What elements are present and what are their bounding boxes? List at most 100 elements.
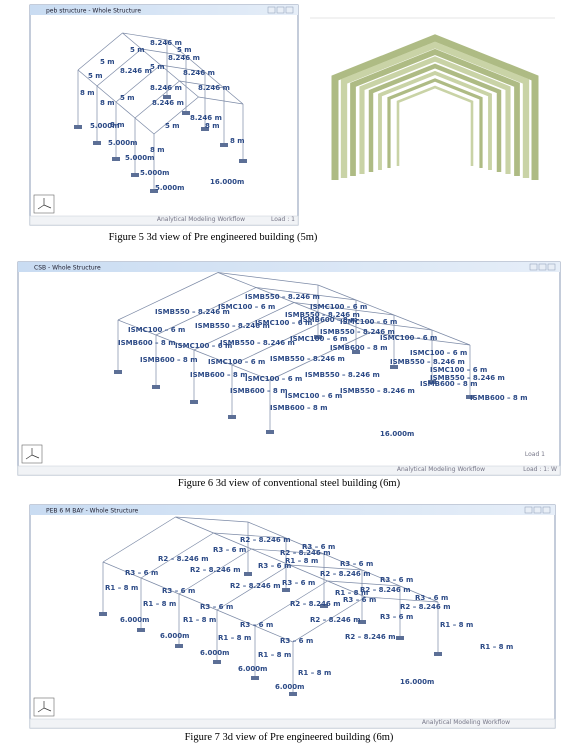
member-label: 8.246 m bbox=[183, 69, 215, 77]
support bbox=[466, 395, 474, 399]
member-label: 5 m bbox=[150, 63, 165, 71]
member bbox=[269, 332, 371, 381]
member-label: ISMB550 – 8.246 m bbox=[270, 355, 345, 363]
status-bar bbox=[17, 465, 561, 476]
window-button bbox=[524, 506, 533, 514]
member bbox=[216, 609, 256, 627]
member bbox=[179, 80, 199, 98]
member bbox=[77, 69, 98, 87]
member-label: 5 m bbox=[165, 122, 180, 130]
member bbox=[122, 32, 142, 50]
member bbox=[198, 96, 244, 105]
member-label: 6.000m bbox=[160, 632, 189, 640]
member-label: 8 m bbox=[80, 89, 95, 97]
window-button bbox=[529, 263, 538, 271]
support bbox=[352, 350, 360, 354]
member-label: 8 m bbox=[230, 137, 245, 145]
axis-glyph bbox=[37, 701, 52, 713]
member-label: R3 – 6 m bbox=[343, 596, 376, 604]
member bbox=[292, 596, 366, 643]
member bbox=[213, 532, 287, 539]
member-label: R2 – 8.246 m bbox=[158, 555, 209, 563]
support bbox=[239, 159, 247, 163]
member-label: R1 – 8 m bbox=[440, 621, 473, 629]
member-label: ISMB600 – 8 m bbox=[140, 356, 198, 364]
member bbox=[254, 580, 328, 627]
member-label: ISMC100 – 6 m bbox=[410, 349, 467, 357]
member bbox=[285, 537, 325, 555]
member-label: R2 – 8.246 m bbox=[240, 536, 291, 544]
support bbox=[150, 189, 158, 193]
support bbox=[358, 620, 366, 624]
member bbox=[160, 64, 180, 82]
member-label: R3 – 6 m bbox=[380, 613, 413, 621]
member-label: ISMB550 – 8.246 m bbox=[155, 308, 230, 316]
member-label: 5.000m bbox=[140, 169, 169, 177]
member-label: 8.246 m bbox=[150, 84, 182, 92]
window bbox=[29, 504, 556, 729]
support bbox=[244, 572, 252, 576]
member bbox=[193, 302, 295, 351]
status-text: Analytical Modeling Workflow bbox=[157, 216, 245, 223]
member bbox=[365, 596, 439, 603]
support bbox=[320, 604, 328, 608]
member-label: 5.000m bbox=[125, 154, 154, 162]
support bbox=[220, 143, 228, 147]
member bbox=[102, 561, 142, 579]
support bbox=[175, 644, 183, 648]
window bbox=[29, 4, 299, 226]
member bbox=[115, 64, 161, 103]
member-label: ISMC100 – 6 m bbox=[285, 392, 342, 400]
member-label: ISMC100 – 6 m bbox=[255, 319, 312, 327]
portal-frame bbox=[350, 48, 520, 176]
status-text: Analytical Modeling Workflow bbox=[422, 719, 510, 726]
window-title: CSB - Whole Structure bbox=[34, 265, 101, 272]
member-label: 8.246 m bbox=[168, 54, 200, 62]
support bbox=[131, 173, 139, 177]
window-button bbox=[285, 6, 294, 14]
member bbox=[231, 317, 333, 366]
member bbox=[293, 302, 395, 316]
member-label: R3 – 6 m bbox=[282, 579, 315, 587]
portal-frame bbox=[359, 56, 511, 174]
portal-frame bbox=[368, 63, 502, 172]
member bbox=[399, 585, 439, 603]
member bbox=[369, 332, 471, 346]
caption: Figure 7 3d view of Pre engineered build… bbox=[185, 732, 394, 743]
portal-frame bbox=[396, 85, 474, 166]
axis-glyph bbox=[25, 448, 40, 460]
member-label: 5 m bbox=[88, 72, 103, 80]
member-label: 8 m bbox=[100, 99, 115, 107]
member-label: 6.000m bbox=[275, 683, 304, 691]
member bbox=[175, 516, 249, 523]
member-label: ISMB550 – 8.246 m bbox=[245, 293, 320, 301]
member-label: 6.000m bbox=[238, 665, 267, 673]
member-label: R3 – 6 m bbox=[302, 543, 335, 551]
member-label: ISMC100 – 6 m bbox=[290, 335, 347, 343]
member bbox=[231, 364, 271, 381]
member-label: ISMB550 – 8.246 m bbox=[285, 311, 360, 319]
support bbox=[314, 335, 322, 339]
support bbox=[152, 385, 160, 389]
title-bar bbox=[30, 5, 298, 15]
status-text: Analytical Modeling Workflow bbox=[397, 466, 485, 473]
member-label: ISMC100 – 6 m bbox=[218, 303, 275, 311]
member bbox=[355, 299, 395, 316]
member-label: ISMB550 – 8.246 m bbox=[340, 387, 415, 395]
support bbox=[266, 430, 274, 434]
member-label: R1 – 8 m bbox=[480, 643, 513, 651]
portal-frame bbox=[378, 70, 492, 170]
member bbox=[178, 548, 252, 595]
support bbox=[190, 400, 198, 404]
member-label: 16.000m bbox=[380, 430, 414, 438]
member-label: R3 – 6 m bbox=[340, 560, 373, 568]
member-label: R1 – 8 m bbox=[143, 600, 176, 608]
caption: Figure 5 3d view of Pre engineered build… bbox=[109, 232, 318, 243]
member-label: ISMB550 – 8.246 m bbox=[390, 358, 465, 366]
member-label: 16.000m bbox=[400, 678, 434, 686]
title-bar bbox=[18, 262, 560, 272]
member bbox=[323, 553, 363, 571]
member bbox=[96, 48, 142, 87]
member bbox=[117, 319, 157, 336]
